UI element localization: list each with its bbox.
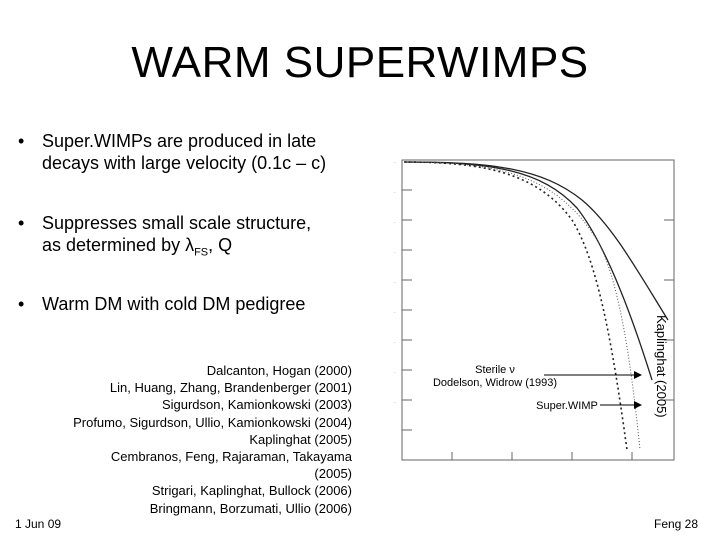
reference-item: Strigari, Kaplinghat, Bullock (2006) <box>151 483 352 499</box>
reference-item: Bringmann, Borzumati, Ullio (2006) <box>149 500 352 516</box>
slide-date: 1 Jun 09 <box>15 517 62 531</box>
bullet-superwimps-produced: • Super.WIMPs are produced in late decay… <box>18 130 378 174</box>
reference-item: Profumo, Sigurdson, Ullio, Kamionkowski … <box>73 414 352 430</box>
curve-dotted <box>403 161 641 451</box>
svg-text:.: . <box>394 219 396 225</box>
bullet-symbol: • <box>18 294 25 314</box>
svg-text:.: . <box>394 369 396 375</box>
bullet-line: Suppresses small scale structure, <box>42 213 312 233</box>
side-label-text: Kaplinghat (2005) <box>654 315 669 418</box>
svg-text:.: . <box>394 399 396 405</box>
arrow-sterile-head <box>634 371 642 379</box>
reference-item: Kaplinghat (2005) <box>249 431 352 447</box>
reference-item: Sigurdson, Kamionkowski (2003) <box>161 397 352 413</box>
bullet-warm-dm: • Warm DM with cold DM pedigree <box>18 293 378 315</box>
annotation-sterile-ref: Dodelson, Widrow (1993) <box>432 377 558 389</box>
slide-title: WARM SUPERWIMPS <box>131 38 589 87</box>
reference-item: Cembranos, Feng, Rajaraman, Takayama <box>110 449 352 465</box>
slide-page-number: Feng 28 <box>654 517 699 531</box>
bullet-symbol: • <box>18 131 25 151</box>
svg-text:.: . <box>394 309 396 315</box>
curve-superwimp <box>403 161 653 381</box>
bullet-line: as determined by λFS, Q <box>42 235 233 259</box>
bullet-line: decays with large velocity (0.1c – c) <box>42 153 327 173</box>
annotation-sterile-name: Sterile ν <box>475 364 515 376</box>
curve-sterile-nu <box>403 161 628 451</box>
plot-side-label: Kaplinghat (2005) <box>654 315 689 465</box>
reference-item: (2005) <box>314 466 352 482</box>
svg-text:.: . <box>394 279 396 285</box>
plot-ticks <box>402 159 674 460</box>
svg-text:.: . <box>394 249 396 255</box>
bullet-suppresses-structure: • Suppresses small scale structure, as d… <box>18 212 378 264</box>
transfer-function-plot: ... ... ... <box>394 159 675 461</box>
svg-text:.: . <box>394 339 396 345</box>
reference-list: Dalcanton, Hogan (2000) Lin, Huang, Zhan… <box>22 362 352 517</box>
lambda-subscript: FS <box>194 246 209 259</box>
plot-tick-labels: ... ... ... <box>394 159 396 405</box>
plot-frame <box>401 159 675 461</box>
bullet-line: Warm DM with cold DM pedigree <box>42 294 306 314</box>
lambda-symbol: λ <box>185 235 195 255</box>
reference-item: Dalcanton, Hogan (2000) <box>206 363 352 378</box>
annotation-sterile: Sterile ν Dodelson, Widrow (1993) <box>420 364 570 390</box>
bullet-line: Super.WIMPs are produced in late <box>42 131 317 151</box>
curve-cdm-like <box>403 161 669 321</box>
annotation-superwimp: Super.WIMP <box>536 400 598 412</box>
bullet-symbol: • <box>18 213 25 233</box>
svg-text:.: . <box>394 189 396 195</box>
reference-item: Lin, Huang, Zhang, Brandenberger (2001) <box>109 380 352 396</box>
arrow-superwimp-head <box>634 401 642 409</box>
svg-text:.: . <box>394 159 396 165</box>
